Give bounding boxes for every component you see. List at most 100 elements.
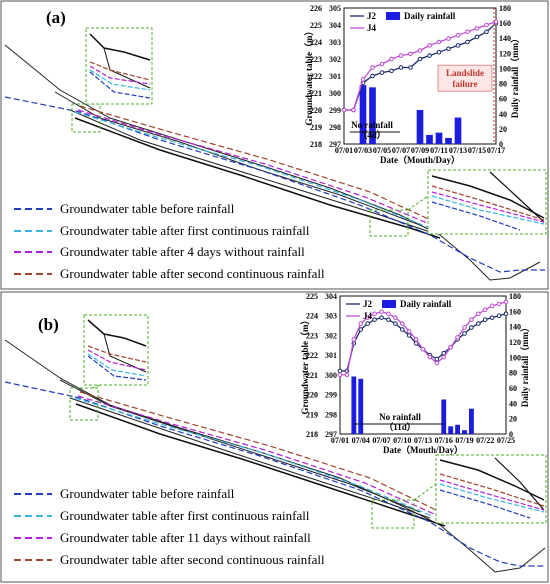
panel-a-point-J4 — [360, 77, 366, 82]
panel-a-inset-chart: 218 219 220 221 222 223 224 225 226 297 298 299 300 3… — [304, 4, 520, 165]
panel-b-rain-bar — [351, 376, 357, 434]
panel-b-point-J2 — [469, 325, 474, 330]
panel-a-inset-left-inner-tick: 302 — [329, 55, 341, 64]
panel-a-inset-left-tick: 223 — [310, 55, 322, 64]
panel-b-point-J4 — [344, 372, 350, 378]
panel-b-rain-bar — [455, 424, 461, 434]
panel-a-slope-surface — [4, 44, 541, 281]
panel-b-inset-left-inner-tick: 300 — [325, 371, 337, 380]
panel-a-point-J4 — [455, 32, 461, 38]
panel-a-inset-x-tick: 07/09 — [411, 146, 429, 155]
panel-a-gw-first — [74, 111, 431, 229]
panel-a-gw-second — [79, 105, 436, 223]
panel-b-frame — [0, 291, 549, 583]
panel-a-point-J4 — [379, 61, 385, 67]
panel-b-stratum-line-1 — [59, 379, 421, 513]
panel-b-point-J4 — [482, 307, 488, 313]
panel-b-point-J4 — [358, 321, 364, 326]
panel-b-rain-bar — [468, 408, 474, 434]
panel-b-rain-bar — [441, 399, 447, 434]
panel-a-point-J4 — [474, 26, 480, 31]
panel-a-inset-left-inner-tick: 300 — [329, 89, 341, 98]
panel-a-legend-item-2: Groundwater table after first continuous… — [60, 223, 310, 238]
panel-b-inset-left-inner-tick: 302 — [325, 331, 337, 340]
panel-a-inset-failure-2: failure — [452, 79, 477, 89]
panel-a-inset-legend-bar-swatch — [386, 12, 400, 20]
panel-b-gw-11d — [77, 395, 435, 515]
panel-b-point-J2 — [379, 315, 384, 320]
panel-a-point-J2 — [484, 29, 489, 35]
panel-b-point-J2 — [434, 356, 440, 362]
panel-b-inset-right-tick: 0 — [509, 430, 513, 439]
panel-b-inset-norain-days: （11d） — [384, 422, 416, 432]
panel-b-inset-left-inner-tick: 301 — [325, 351, 337, 360]
panel-b-inset-left-tick: 225 — [306, 292, 318, 301]
panel-a-point-J2 — [427, 53, 432, 58]
panel-b-inset-right-tick: 160 — [509, 307, 521, 316]
panel-b-point-J4 — [441, 354, 447, 360]
panel-a-point-J2 — [465, 39, 470, 45]
panel-a-inset-x-tick: 07/17 — [487, 146, 505, 155]
panel-a-point-J4 — [427, 43, 432, 48]
panel-b-point-J4 — [420, 346, 426, 352]
panel-a-inset-ylabel-left: Groundwater table（m） — [304, 27, 314, 126]
panel-b-inset-left-tick: 218 — [306, 430, 318, 439]
panel-a-inset-x-tick: 07/01 — [335, 146, 353, 155]
panel-a-inset-norain-days: （4d） — [358, 130, 386, 140]
panel-b-point-J4 — [455, 335, 460, 340]
panel-b-gw-first — [74, 397, 433, 517]
panel-a-inset-x-tick: 07/13 — [449, 146, 467, 155]
panel-b-rain-bar — [448, 426, 454, 434]
panel-b-rain-bar — [462, 430, 467, 434]
panel-a-point-J2 — [379, 70, 385, 75]
panel-b-inset-right-tick: 100 — [509, 353, 521, 362]
panel-a-legend-item-4: Groundwater table after second continuou… — [60, 266, 325, 281]
panel-a-inset-legend-j2: J2 — [367, 11, 377, 21]
panel-a-inset-legend-j4: J4 — [367, 23, 377, 33]
panel-b: (b) Groundwater table before rainfall — [4, 292, 547, 573]
panel-b-inset-legend-bar: Daily rainfall — [400, 299, 452, 309]
panel-a-rain-bar — [369, 87, 376, 144]
panel-a-rain-bar — [435, 132, 443, 144]
panel-a-inset-left-tick: 225 — [310, 21, 322, 30]
panel-a-rain-bar — [359, 85, 367, 144]
panel-a-point-J4 — [446, 36, 451, 41]
panel-a-point-J4 — [351, 107, 356, 113]
panel-a-point-J4 — [341, 107, 347, 113]
panel-b-inset-left-tick: 221 — [306, 371, 318, 380]
panel-b-inset-x-tick: 07/16 — [435, 436, 453, 445]
panel-b-point-J2 — [503, 311, 509, 317]
panel-b-point-J4 — [399, 321, 405, 326]
panel-a-inset-failure-1: Landslide — [446, 68, 484, 78]
panel-a-frame — [0, 0, 549, 290]
panel-b-point-J4 — [406, 329, 412, 334]
panel-b-inset-x-tick: 07/19 — [455, 436, 473, 445]
panel-a-point-J4 — [465, 29, 470, 35]
panel-b-inset-right-tick: 40 — [509, 399, 517, 408]
panel-b-point-J2 — [496, 313, 502, 319]
panel-b-point-J4 — [489, 303, 495, 309]
panel-a-inset-right-tick: 0 — [499, 140, 503, 149]
panel-b-inset-right-tick: 120 — [509, 338, 521, 347]
panel-a-legend: Groundwater table before rainfall Ground… — [14, 201, 325, 281]
panel-a-gw-4d — [77, 109, 433, 226]
panel-b-inset-x-tick: 07/01 — [331, 436, 349, 445]
panel-a-inset-right-tick: 140 — [499, 34, 511, 43]
panel-a-inset-left-inner-tick: 304 — [329, 21, 341, 30]
panel-a-inset-left-tick: 218 — [310, 140, 322, 149]
panel-a-inset-right-tick: 80 — [499, 80, 507, 89]
panel-a-inset-right-tick: 40 — [499, 110, 507, 119]
panel-a-point-J4 — [398, 53, 404, 58]
panel-b-inset-x-tick: 07/13 — [414, 436, 432, 445]
panel-a-rain-bar — [416, 110, 424, 144]
panel-a-inset-left-tick: 226 — [310, 4, 322, 13]
panel-b-point-J2 — [489, 315, 495, 320]
panel-a-rain-bar — [454, 117, 462, 144]
panel-a-inset-left-inner-tick: 299 — [329, 106, 341, 115]
panel-a-inset-left-tick: 221 — [310, 89, 322, 98]
panel-b-label: (b) — [38, 315, 59, 334]
panel-b-legend: Groundwater table before rainfall Ground… — [14, 486, 325, 567]
panel-b-point-J4 — [448, 344, 453, 350]
panel-b-point-J4 — [379, 309, 384, 315]
panel-a-zoom-marker-right — [369, 209, 409, 237]
